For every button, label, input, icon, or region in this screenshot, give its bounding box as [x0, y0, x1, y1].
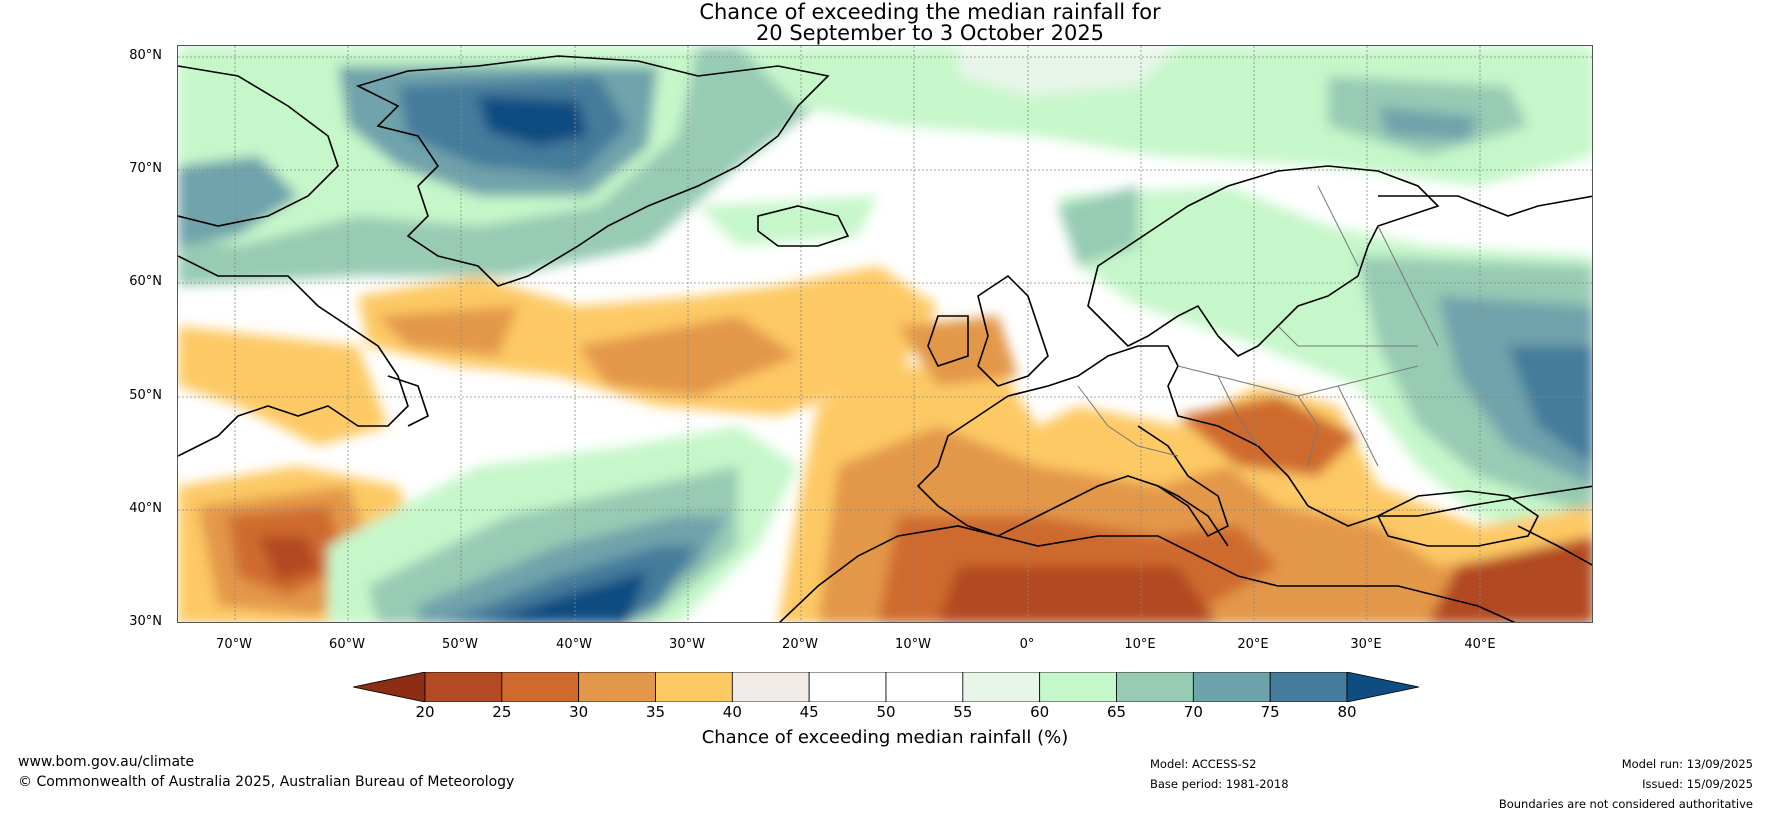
colorbar-segment: [731, 671, 810, 703]
colorbar-segment: [808, 671, 887, 703]
lat-label-60n: 60°N: [129, 274, 162, 289]
lon-label-60w: 60°W: [329, 637, 365, 652]
rainfall-probability-map: [177, 45, 1593, 623]
graticule: [178, 46, 1592, 622]
colorbar-segment: [1039, 671, 1117, 703]
lat-label-30n: 30°N: [129, 614, 162, 629]
colorbar-tick-label: 20: [415, 703, 435, 721]
colorbar-tick-label: 80: [1337, 703, 1357, 721]
colorbar-segment: [1269, 671, 1348, 703]
colorbar-tick-label: 40: [722, 703, 742, 721]
colorbar-label: Chance of exceeding median rainfall (%): [701, 727, 1069, 748]
colorbar-tick-label: 45: [799, 703, 819, 721]
colorbar-tick-label: 60: [1030, 703, 1050, 721]
colorbar-segment: [501, 671, 580, 703]
lat-label-80n: 80°N: [129, 48, 162, 63]
colorbar-svg: [352, 671, 1420, 703]
colorbar-tick-label: 75: [1260, 703, 1280, 721]
lon-label-0: 0°: [1019, 637, 1035, 652]
footer-model-run: Model run: 13/09/2025: [1621, 757, 1753, 771]
footer-website: www.bom.gov.au/climate: [18, 754, 195, 770]
footer-model: Model: ACCESS-S2: [1150, 757, 1257, 771]
map-svg: [178, 46, 1592, 622]
colorbar-tick-label: 50: [876, 703, 896, 721]
colorbar-extend-low: [352, 671, 426, 703]
lon-label-50w: 50°W: [442, 637, 478, 652]
colorbar-tick-label: 65: [1106, 703, 1127, 721]
lon-label-40w: 40°W: [556, 637, 592, 652]
colorbar-segment: [578, 671, 656, 703]
lon-label-10e: 10°E: [1124, 637, 1156, 652]
colorbar-tick-label: 25: [492, 703, 512, 721]
colorbar-tick-label: 55: [953, 703, 973, 721]
probability-shading: [178, 46, 1592, 622]
colorbar-tick-label: 30: [569, 703, 589, 721]
colorbar-segment: [962, 671, 1041, 703]
lon-label-20w: 20°W: [782, 637, 818, 652]
colorbar-segment: [885, 671, 964, 703]
lat-label-50n: 50°N: [129, 388, 162, 403]
colorbar-segment: [1116, 671, 1194, 703]
colorbar: [352, 671, 1420, 703]
colorbar-segment: [1192, 671, 1271, 703]
lon-label-70w: 70°W: [216, 637, 252, 652]
colorbar-tick-label: 35: [645, 703, 666, 721]
colorbar-segment: [655, 671, 733, 703]
colorbar-tick-label: 70: [1183, 703, 1203, 721]
footer-copyright: © Commonwealth of Australia 2025, Austra…: [18, 774, 515, 790]
map-title-line2: 20 September to 3 October 2025: [755, 21, 1105, 45]
colorbar-segment: [424, 671, 503, 703]
footer-issued: Issued: 15/09/2025: [1642, 777, 1753, 791]
lon-label-20e: 20°E: [1237, 637, 1269, 652]
lon-label-40e: 40°E: [1464, 637, 1496, 652]
lat-label-70n: 70°N: [129, 161, 162, 176]
map-title-line1: Chance of exceeding the median rainfall …: [699, 0, 1161, 24]
coastlines: [178, 55, 1592, 622]
lon-label-30w: 30°W: [669, 637, 705, 652]
colorbar-extend-high: [1346, 671, 1420, 703]
lon-label-10w: 10°W: [895, 637, 931, 652]
country-borders: [1077, 185, 1439, 467]
lat-label-40n: 40°N: [129, 501, 162, 516]
footer-disclaimer: Boundaries are not considered authoritat…: [1498, 797, 1753, 811]
lon-label-30e: 30°E: [1350, 637, 1382, 652]
footer-base-period: Base period: 1981-2018: [1150, 777, 1289, 791]
